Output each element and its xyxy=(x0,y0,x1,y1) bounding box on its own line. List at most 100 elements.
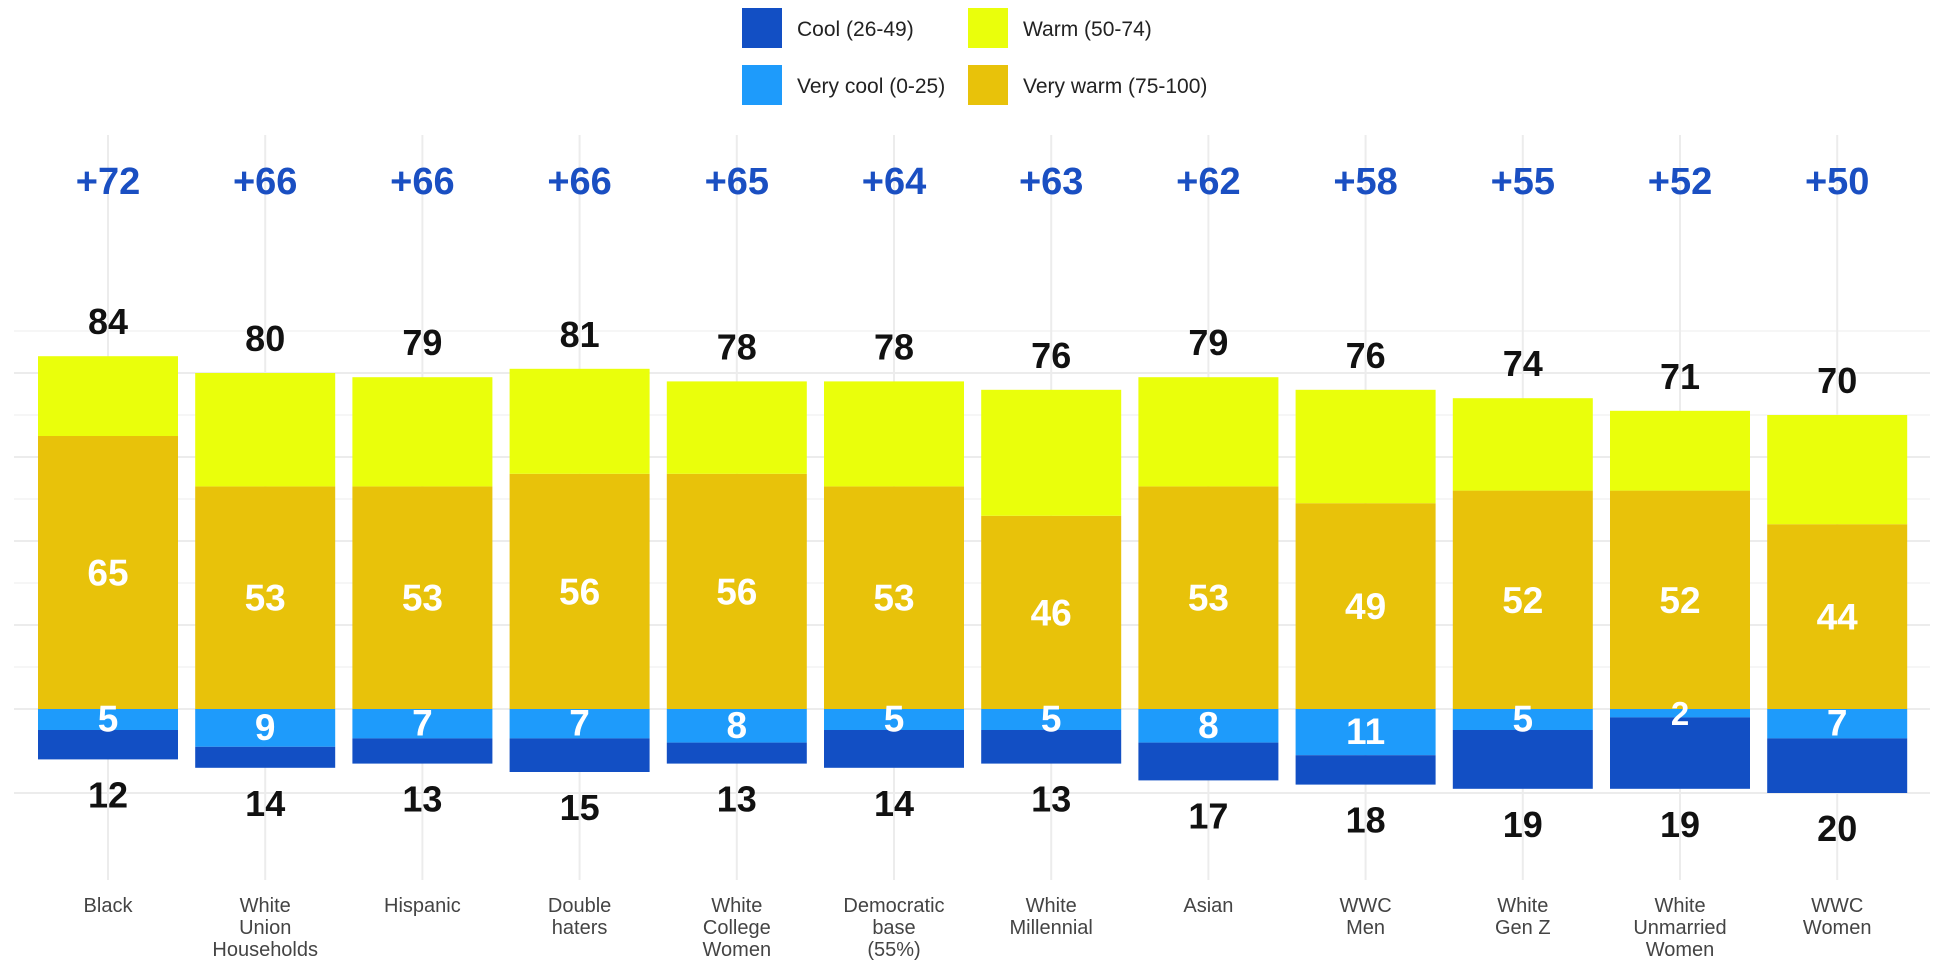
bar-cool xyxy=(38,730,178,760)
very-warm-label: 44 xyxy=(1817,597,1859,638)
bar-very-cool xyxy=(509,709,650,739)
bar-very-warm xyxy=(1767,524,1908,709)
bar-very-warm xyxy=(824,486,964,709)
very-warm-label: 46 xyxy=(1031,592,1072,633)
very-cool-label: 7 xyxy=(412,703,433,744)
very-warm-label: 56 xyxy=(716,571,757,612)
category-label: Democratic base (55%) xyxy=(843,895,944,961)
very-warm-label: 52 xyxy=(1659,580,1700,621)
bar-warm xyxy=(195,373,336,487)
bar-very-warm xyxy=(38,436,178,709)
bar-warm xyxy=(1138,377,1279,487)
cool-total-label: 14 xyxy=(874,783,914,824)
bar-cool xyxy=(195,746,336,768)
bar-very-warm xyxy=(981,515,1122,709)
net-label: +62 xyxy=(1176,161,1240,203)
cool-total-label: 13 xyxy=(402,779,442,820)
bar-warm xyxy=(1452,398,1593,491)
net-label: +66 xyxy=(390,161,454,203)
warm-total-label: 78 xyxy=(717,326,757,367)
bar-cool xyxy=(1452,730,1593,789)
category-label: Asian xyxy=(1183,895,1233,917)
bar-warm xyxy=(824,381,964,487)
bar-cool xyxy=(1767,738,1908,793)
legend-swatch xyxy=(968,8,1008,48)
bar-warm xyxy=(38,356,178,436)
warm-total-label: 78 xyxy=(874,326,914,367)
bar-very-warm xyxy=(666,473,807,709)
cool-total-label: 12 xyxy=(88,774,128,815)
bar-warm xyxy=(1295,389,1436,504)
legend-label: Cool (26-49) xyxy=(797,18,914,41)
very-cool-label: 5 xyxy=(98,699,119,740)
legend: Cool (26-49) Warm (50-74) Very cool (0-25)… xyxy=(742,8,1207,105)
very-cool-label: 9 xyxy=(255,707,276,748)
net-label: +63 xyxy=(1019,161,1083,203)
bar-cool xyxy=(666,742,807,764)
bar-very-cool xyxy=(1295,709,1436,756)
net-label: +55 xyxy=(1491,161,1555,203)
bar-very-warm xyxy=(1452,490,1593,709)
bar-cool xyxy=(352,738,493,764)
bar-very-warm xyxy=(1295,503,1436,709)
very-cool-label: 5 xyxy=(884,699,905,740)
legend-swatch xyxy=(968,65,1008,105)
cool-total-label: 19 xyxy=(1503,804,1543,845)
bar-cool xyxy=(1610,717,1750,789)
bar-warm xyxy=(1767,415,1908,525)
very-cool-label: 5 xyxy=(1041,699,1062,740)
category-label: Black xyxy=(84,895,134,917)
category-label: White Unmarried Women xyxy=(1633,895,1726,961)
cool-total-label: 15 xyxy=(560,787,600,828)
bar-warm xyxy=(666,381,807,474)
bar-very-cool xyxy=(352,709,493,739)
bar-warm xyxy=(1610,410,1750,491)
very-cool-label: 8 xyxy=(1198,705,1219,746)
net-label: +66 xyxy=(547,161,611,203)
warm-total-label: 71 xyxy=(1660,356,1700,397)
bar-warm xyxy=(981,389,1122,516)
category-label: WWC Women xyxy=(1803,895,1872,939)
category-label: White College Women xyxy=(703,895,772,961)
bar-cool xyxy=(509,738,650,772)
bar-cool xyxy=(1138,742,1279,781)
bar-very-warm xyxy=(195,486,336,709)
cool-total-label: 18 xyxy=(1346,800,1386,841)
category-label: Double haters xyxy=(548,895,611,939)
bar-cool xyxy=(981,730,1122,764)
bar-very-cool xyxy=(38,709,178,730)
bar-cool xyxy=(1295,755,1436,785)
bar-very-cool xyxy=(195,709,336,747)
bar-very-cool xyxy=(666,709,807,743)
bar-very-warm xyxy=(509,473,650,709)
bar-very-cool xyxy=(981,709,1122,730)
bar-very-cool xyxy=(824,709,964,730)
category-label: White Millennial xyxy=(1010,895,1093,939)
bar-very-warm xyxy=(352,486,493,709)
very-cool-label: 2 xyxy=(1671,695,1689,732)
bar-very-cool xyxy=(1138,709,1279,743)
bar-warm xyxy=(509,368,650,474)
bar-very-cool xyxy=(1610,709,1750,718)
bar-very-warm xyxy=(1138,486,1279,709)
net-label: +65 xyxy=(705,161,769,203)
warm-total-label: 80 xyxy=(245,318,285,359)
very-warm-label: 49 xyxy=(1345,586,1386,627)
category-label: White Gen Z xyxy=(1495,895,1551,939)
bar-cool xyxy=(824,730,964,768)
very-warm-label: 53 xyxy=(1188,578,1229,619)
warm-total-label: 76 xyxy=(1346,335,1386,376)
very-cool-label: 11 xyxy=(1346,711,1385,752)
x-axis-labels: Black White Union Households Hispanic Double h… xyxy=(84,895,1872,961)
very-cool-label: 7 xyxy=(1827,703,1848,744)
warm-total-label: 79 xyxy=(402,322,442,363)
category-label: White Union Households xyxy=(212,895,318,961)
cool-total-label: 20 xyxy=(1817,808,1857,849)
very-warm-label: 53 xyxy=(245,578,286,619)
net-label: +66 xyxy=(233,161,297,203)
bar-warm xyxy=(352,377,493,487)
very-cool-label: 7 xyxy=(569,703,590,744)
net-label: +52 xyxy=(1648,161,1712,203)
cool-total-label: 13 xyxy=(1031,779,1071,820)
